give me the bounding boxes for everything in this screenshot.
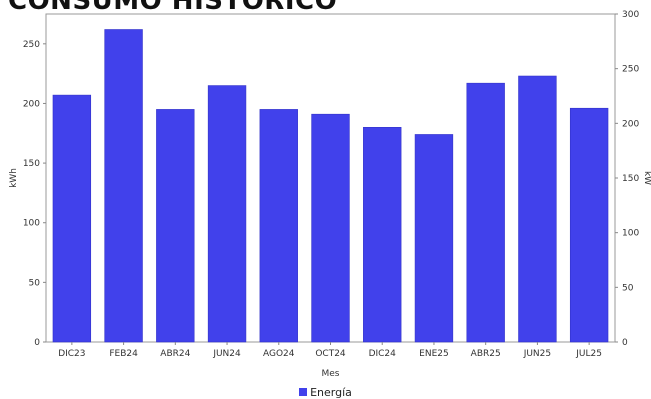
chart-title: CONSUMO HISTÓRICO <box>8 0 338 16</box>
legend: Energía <box>0 386 651 399</box>
legend-label: Energía <box>310 386 352 399</box>
bar-ene25 <box>414 134 454 343</box>
x-tick-label: FEB24 <box>109 349 138 359</box>
y2-tick-label: 250 <box>622 65 639 75</box>
y2-tick-label: 200 <box>622 119 639 129</box>
legend-swatch <box>299 388 308 396</box>
y-tick-label: 100 <box>23 219 40 229</box>
y2-axis-label: kW <box>642 171 651 185</box>
bar-dic24 <box>363 127 402 343</box>
y-tick-label: 50 <box>29 278 41 288</box>
bar-jun25 <box>518 75 557 343</box>
bar-jun24 <box>207 85 247 343</box>
x-tick-label: ABR25 <box>471 349 501 359</box>
x-tick-label: JUN24 <box>212 349 241 359</box>
y-tick-label: 0 <box>34 338 40 348</box>
x-tick-label: JUN25 <box>523 349 551 359</box>
y2-tick-label: 100 <box>622 229 639 239</box>
y2-tick-label: 50 <box>622 283 634 293</box>
x-axis-label: Mes <box>322 369 340 379</box>
bar-dic23 <box>52 94 92 343</box>
x-tick-label: AGO24 <box>263 349 295 359</box>
y-tick-label: 200 <box>23 99 40 109</box>
bar-feb24 <box>104 29 143 343</box>
x-tick-label: DIC24 <box>369 349 397 359</box>
bar-oct24 <box>311 113 350 343</box>
bar-abr24 <box>156 109 195 343</box>
bar-jul25 <box>569 107 609 343</box>
bar-abr25 <box>466 82 505 343</box>
y2-tick-label: 150 <box>622 174 639 184</box>
bar-ago24 <box>259 109 298 343</box>
y2-tick-label: 0 <box>622 338 628 348</box>
x-tick-label: DIC23 <box>58 349 85 359</box>
y-tick-label: 250 <box>23 40 40 50</box>
y2-tick-label: 300 <box>622 10 639 20</box>
x-tick-label: ABR24 <box>160 349 190 359</box>
x-tick-label: OCT24 <box>315 349 346 359</box>
y-axis-label: kWh <box>9 168 19 188</box>
y-tick-label: 150 <box>23 159 40 169</box>
x-tick-label: JUL25 <box>575 349 602 359</box>
x-tick-label: ENE25 <box>419 349 449 359</box>
